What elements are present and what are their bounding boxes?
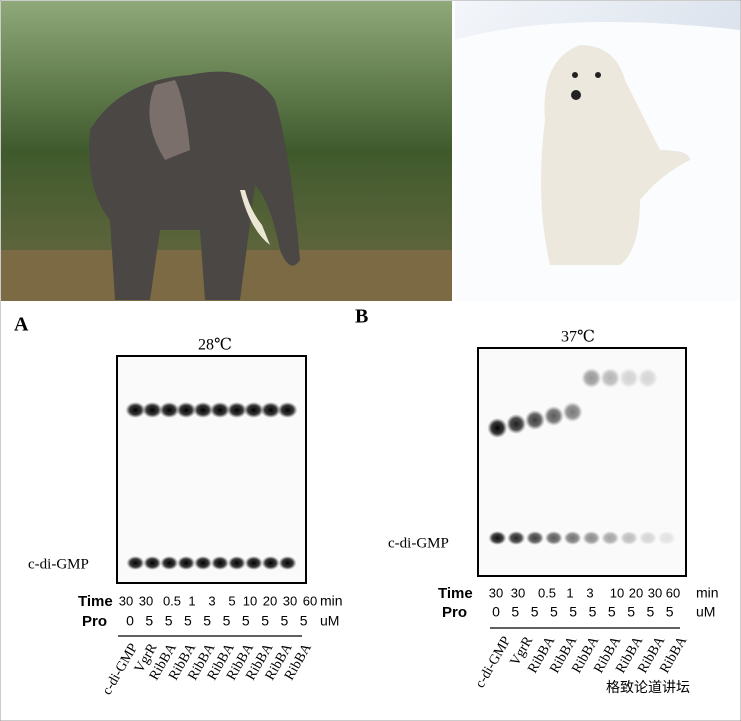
gel-band: [620, 531, 638, 545]
gel-band: [226, 402, 247, 418]
time-value: 30: [119, 593, 133, 608]
time-value: 3: [586, 585, 593, 600]
gel-band: [507, 531, 526, 545]
time-value: 10: [610, 585, 624, 600]
gel-band: [277, 402, 298, 418]
pro-value: 5: [300, 613, 308, 629]
time-value: 30: [511, 585, 525, 600]
time-value: 0.5: [538, 585, 556, 600]
time-value: 30: [648, 585, 662, 600]
gel-band: [278, 556, 297, 570]
band-label: c-di-GMP: [28, 556, 89, 572]
elephant-photo: [1, 1, 452, 301]
gel-band: [638, 531, 657, 545]
gel-band: [582, 531, 601, 545]
pro-value: 5: [511, 604, 519, 620]
gel: [116, 355, 307, 584]
time-value: 20: [629, 585, 643, 600]
gel-band: [143, 556, 162, 570]
gel-band: [601, 531, 620, 545]
gel-band: [194, 556, 213, 570]
gel-band: [209, 402, 230, 418]
pro-value: 5: [666, 604, 674, 620]
time-value: 1: [566, 585, 573, 600]
pro-value: 0: [126, 613, 134, 629]
gel-band: [243, 402, 264, 418]
gel-band: [125, 402, 146, 418]
pro-label: Pro: [82, 613, 107, 630]
gel-band: [227, 556, 246, 570]
gel-band: [244, 556, 263, 570]
gel-band: [600, 368, 621, 388]
pro-value: 5: [550, 604, 558, 620]
time-value: 20: [263, 593, 277, 608]
gel-band: [637, 368, 658, 388]
band-label: c-di-GMP: [388, 535, 449, 551]
pro-value: 5: [145, 613, 153, 629]
time-value: 30: [139, 593, 153, 608]
gel-band: [657, 531, 676, 545]
pro-unit: uM: [696, 604, 715, 620]
gel-band: [563, 531, 582, 545]
gel-band: [488, 531, 507, 545]
pro-value: 5: [184, 613, 192, 629]
pro-value: 5: [531, 604, 539, 620]
gel-band: [581, 368, 602, 388]
gel-band: [142, 402, 163, 418]
pro-unit: uM: [320, 613, 339, 629]
pro-value: 5: [281, 613, 289, 629]
gel-band: [562, 402, 583, 422]
time-value: 10: [243, 593, 257, 608]
time-label: Time: [78, 593, 113, 610]
pro-value: 5: [608, 604, 616, 620]
pro-value: 5: [569, 604, 577, 620]
gel-band: [126, 556, 145, 570]
time-value: 30: [489, 585, 503, 600]
gel-band: [160, 556, 179, 570]
gel-band: [619, 368, 639, 388]
pro-value: 5: [647, 604, 655, 620]
gel-band: [260, 402, 281, 418]
time-value: 30: [283, 593, 297, 608]
gel-band: [176, 402, 197, 418]
pro-label: Pro: [442, 604, 467, 621]
temperature: 37℃: [561, 329, 595, 346]
gel-band: [210, 556, 229, 570]
gel-band: [159, 402, 180, 418]
time-label: Time: [438, 585, 473, 602]
pro-value: 5: [223, 613, 231, 629]
gel-band: [525, 410, 545, 430]
pro-value: 5: [589, 604, 597, 620]
pro-value: 5: [261, 613, 269, 629]
panel-label: A: [14, 314, 29, 336]
time-value: 60: [303, 593, 317, 608]
gel-band: [506, 414, 527, 434]
gel-band: [177, 556, 196, 570]
time-value: 60: [666, 585, 680, 600]
polar-bear-photo: [455, 1, 740, 301]
time-value: 1: [188, 593, 195, 608]
pro-value: 5: [627, 604, 635, 620]
time-value: 5: [228, 593, 235, 608]
panel-label: B: [355, 306, 368, 328]
temperature: 28℃: [198, 337, 232, 354]
time-unit: min: [320, 593, 343, 609]
pro-value: 5: [165, 613, 173, 629]
gel-band: [526, 531, 544, 545]
pro-value: 0: [492, 604, 500, 620]
gel-band: [487, 418, 508, 438]
gel-band: [193, 402, 214, 418]
gel-band: [261, 556, 280, 570]
gel-band: [543, 406, 564, 426]
pro-value: 5: [203, 613, 211, 629]
gel-band: [544, 531, 563, 545]
time-unit: min: [696, 585, 719, 601]
time-value: 3: [208, 593, 215, 608]
time-value: 0.5: [163, 593, 181, 608]
watermark: 格致论道讲坛: [606, 680, 690, 696]
pro-value: 5: [242, 613, 250, 629]
